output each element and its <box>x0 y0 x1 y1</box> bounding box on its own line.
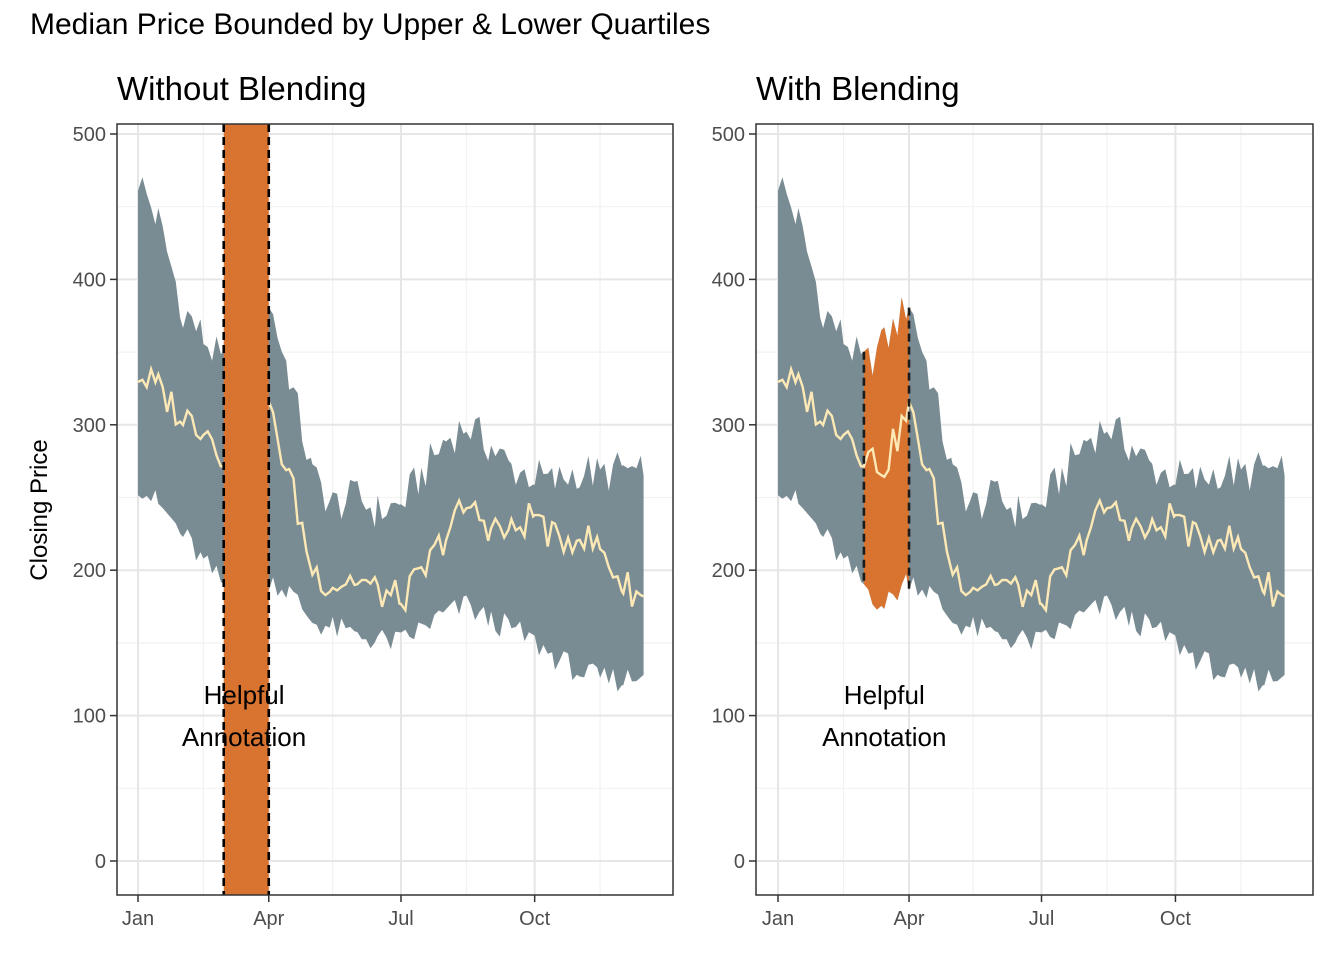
ribbon-group <box>137 177 645 692</box>
ribbon-group <box>777 177 1286 692</box>
chart-title: Median Price Bounded by Upper & Lower Qu… <box>30 8 711 41</box>
panel-left: Helpful Annotation 0 100 200 300 400 500 Jan Apr J… <box>73 123 674 930</box>
annotation-line-2: Annotation <box>822 722 946 752</box>
y-tick-label-0: 0 <box>95 851 106 873</box>
x-tick-label-2: Jul <box>1029 908 1055 930</box>
y-tick-label-3: 300 <box>73 415 106 437</box>
y-tick-label-5: 500 <box>712 124 745 146</box>
panel-title-right: With Blending <box>756 70 960 107</box>
y-tick-label-1: 100 <box>712 706 745 728</box>
median-line <box>777 364 1286 614</box>
panel-border <box>116 123 674 896</box>
y-tick-label-0: 0 <box>734 851 745 873</box>
x-tick-label-0: Jan <box>122 908 154 930</box>
annotation-line-1: Helpful <box>204 680 285 710</box>
panel-title-left: Without Blending <box>117 70 367 107</box>
y-tick-label-1: 100 <box>73 706 106 728</box>
quartile-ribbon <box>778 177 1285 692</box>
y-tick-label-4: 400 <box>73 269 106 291</box>
x-tick-label-2: Jul <box>388 908 414 930</box>
panel-right: Helpful Annotation 0 100 200 300 400 500 Jan Apr J… <box>712 123 1314 930</box>
quartile-ribbon <box>138 177 644 692</box>
highlight-ribbon <box>863 297 909 610</box>
y-tick-label-5: 500 <box>73 124 106 146</box>
x-tick-label-1: Apr <box>253 908 284 930</box>
y-tick-label-4: 400 <box>712 269 745 291</box>
annotation-line-1: Helpful <box>844 680 925 710</box>
x-tick-label-0: Jan <box>762 908 794 930</box>
x-tick-label-3: Oct <box>519 908 551 930</box>
y-tick-label-3: 300 <box>712 415 745 437</box>
panel-border <box>755 123 1314 896</box>
x-tick-label-1: Apr <box>893 908 924 930</box>
highlight-rect <box>223 124 269 895</box>
y-tick-label-2: 200 <box>712 560 745 582</box>
annotation-line-2: Annotation <box>182 722 306 752</box>
y-tick-label-2: 200 <box>73 560 106 582</box>
x-tick-label-3: Oct <box>1160 908 1192 930</box>
